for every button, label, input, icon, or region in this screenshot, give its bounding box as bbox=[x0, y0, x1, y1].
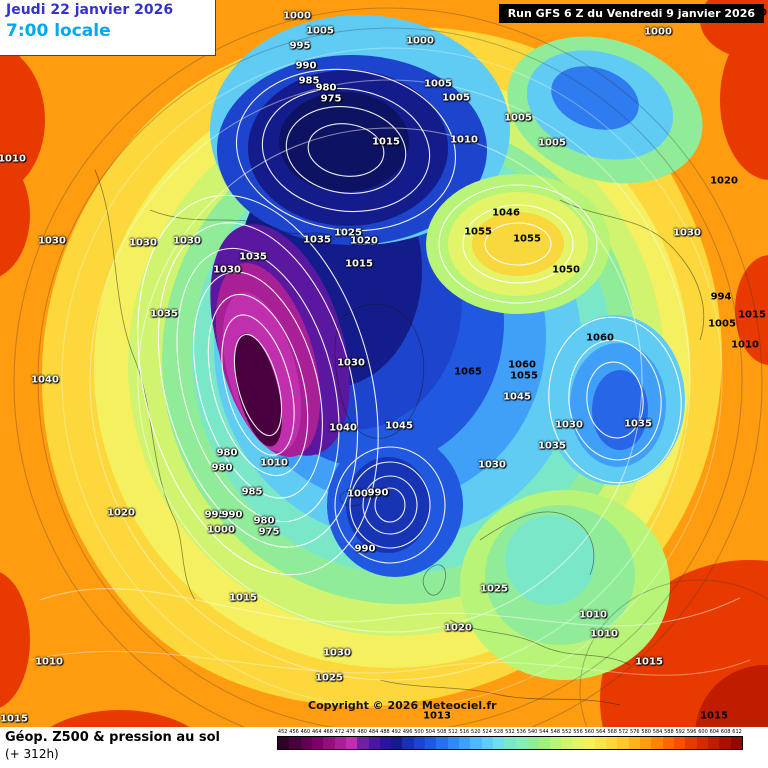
forecast-local-time: 7:00 locale bbox=[6, 21, 111, 41]
colorbar-tick-label: 588 bbox=[664, 729, 674, 735]
colorbar-tick-label: 556 bbox=[573, 729, 583, 735]
colorbar-tick-label: 592 bbox=[675, 729, 686, 735]
colorbar-swatch bbox=[696, 737, 708, 749]
colorbar-tick-label: 452 bbox=[277, 729, 288, 735]
colorbar-tick-label: 608 bbox=[720, 729, 731, 735]
colorbar-tick-label: 564 bbox=[595, 729, 606, 735]
colorbar-swatch bbox=[572, 737, 584, 749]
colorbar-swatch bbox=[526, 737, 539, 749]
colorbar-swatch bbox=[447, 737, 459, 749]
colorbar-tick-label: 540 bbox=[527, 729, 538, 735]
colorbar-tick-label: 536 bbox=[516, 729, 526, 735]
colorbar-tick-label: 528 bbox=[493, 729, 504, 735]
colorbar-swatch bbox=[425, 737, 437, 749]
colorbar-tick-label: 496 bbox=[402, 729, 413, 735]
colorbar-tick-label: 572 bbox=[618, 729, 629, 735]
colorbar-swatch bbox=[278, 737, 290, 749]
colorbar-swatch bbox=[730, 737, 742, 749]
colorbar-swatch bbox=[289, 737, 301, 749]
colorbar-swatch bbox=[311, 737, 324, 749]
map-title: Géop. Z500 & pression au sol bbox=[5, 730, 220, 745]
colorbar-swatch bbox=[492, 737, 505, 749]
colorbar-tick-label: 516 bbox=[459, 729, 470, 735]
colorbar-tick-label: 576 bbox=[630, 729, 640, 735]
colorbar-tick-label: 612 bbox=[732, 729, 742, 735]
colorbar-swatch bbox=[357, 737, 369, 749]
forecast-date: Jeudi 22 janvier 2026 bbox=[6, 2, 174, 18]
colorbar-tick-label: 600 bbox=[698, 729, 708, 735]
colorbar-swatch bbox=[391, 737, 403, 749]
copyright: Copyright © 2026 Meteociel.fr bbox=[308, 699, 497, 712]
colorbar-tick-label: 464 bbox=[311, 729, 322, 735]
colorbar-swatch bbox=[606, 737, 618, 749]
colorbar-tick-label: 480 bbox=[357, 729, 367, 735]
colorbar-swatch bbox=[413, 737, 426, 749]
colorbar-swatch bbox=[368, 737, 380, 749]
colorbar-swatch bbox=[515, 737, 527, 749]
colorbar-swatch bbox=[436, 737, 448, 749]
colorbar-tick-label: 580 bbox=[641, 729, 651, 735]
colorbar-swatch bbox=[594, 737, 607, 749]
colorbar-swatch bbox=[640, 737, 652, 749]
colorbar-tick-label: 520 bbox=[471, 729, 481, 735]
run-info: Run GFS 6 Z du Vendredi 9 janvier 2026 bbox=[498, 4, 764, 23]
colorbar-swatch bbox=[504, 737, 516, 749]
colorbar-tick-label: 512 bbox=[448, 729, 458, 735]
colorbar-tick-label: 508 bbox=[436, 729, 447, 735]
colorbar-swatch bbox=[334, 737, 346, 749]
colorbar-swatch bbox=[560, 737, 573, 749]
colorbar-tick-label: 492 bbox=[391, 729, 402, 735]
colorbar-swatch bbox=[300, 737, 312, 749]
colorbar-tick-label: 472 bbox=[334, 729, 345, 735]
colorbar-swatch bbox=[651, 737, 663, 749]
colorbar-swatch bbox=[538, 737, 550, 749]
date-box: Jeudi 22 janvier 2026 7:00 locale bbox=[0, 0, 216, 56]
colorbar-tick-label: 548 bbox=[550, 729, 561, 735]
colorbar-swatch bbox=[707, 737, 720, 749]
colorbar-swatch bbox=[470, 737, 482, 749]
colorbar-tick-label: 532 bbox=[505, 729, 515, 735]
colorbar: 452 456 460 464 468 472 476 480 484 488 492 496 500 5… bbox=[277, 729, 743, 750]
colorbar-tick-label: 460 bbox=[300, 729, 311, 735]
colorbar-swatch bbox=[402, 737, 414, 749]
colorbar-tick-label: 552 bbox=[561, 729, 572, 735]
legend-title-block: Géop. Z500 & pression au sol (+ 312h) bbox=[5, 730, 220, 761]
colorbar-swatch bbox=[673, 737, 686, 749]
colorbar-swatch bbox=[685, 737, 697, 749]
colorbar-swatch bbox=[662, 737, 674, 749]
colorbar-tick-label: 500 bbox=[414, 729, 424, 735]
colorbar-swatch bbox=[379, 737, 392, 749]
map-forecast-hour: (+ 312h) bbox=[5, 747, 59, 761]
colorbar-tick-label: 584 bbox=[652, 729, 663, 735]
colorbar-swatch bbox=[628, 737, 640, 749]
colorbar-tick-label: 596 bbox=[686, 729, 697, 735]
colorbar-swatch bbox=[459, 737, 471, 749]
colorbar-tick-label: 456 bbox=[289, 729, 299, 735]
colorbar-tick-label: 468 bbox=[323, 729, 333, 735]
colorbar-tick-label: 504 bbox=[425, 729, 436, 735]
colorbar-swatch bbox=[481, 737, 493, 749]
colorbar-tick-label: 604 bbox=[709, 729, 720, 735]
colorbar-tick-label: 488 bbox=[380, 729, 390, 735]
colorbar-tick-label: 524 bbox=[482, 729, 492, 735]
footer-strip: Géop. Z500 & pression au sol (+ 312h) 45… bbox=[0, 727, 768, 768]
colorbar-swatch bbox=[719, 737, 731, 749]
colorbar-tick-label: 484 bbox=[368, 729, 379, 735]
colorbar-swatch bbox=[323, 737, 335, 749]
colorbar-swatch bbox=[345, 737, 358, 749]
colorbar-tick-label: 544 bbox=[539, 729, 549, 735]
colorbar-swatch bbox=[549, 737, 561, 749]
colorbar-swatch bbox=[583, 737, 595, 749]
colorbar-swatch bbox=[617, 737, 629, 749]
colorbar-tick-label: 568 bbox=[607, 729, 617, 735]
colorbar-tick-label: 476 bbox=[346, 729, 356, 735]
colorbar-tick-label: 560 bbox=[584, 729, 595, 735]
